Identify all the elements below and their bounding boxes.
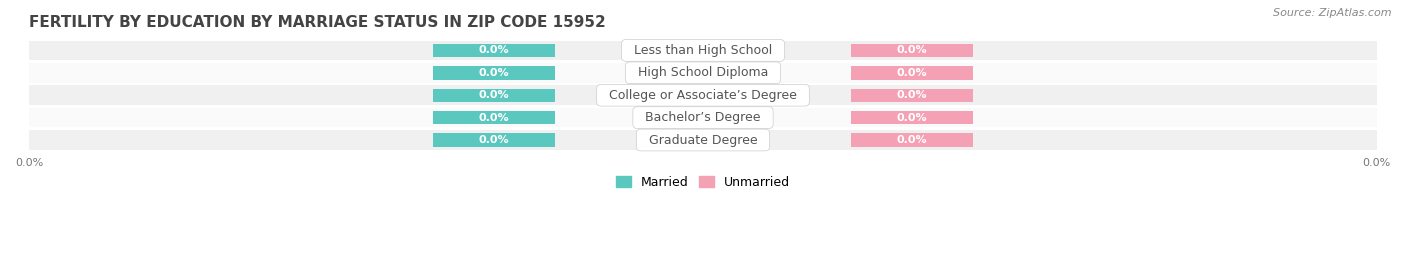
Text: Less than High School: Less than High School bbox=[626, 44, 780, 57]
Bar bbox=[433, 133, 555, 147]
Text: 0.0%: 0.0% bbox=[897, 135, 927, 145]
Text: 0.0%: 0.0% bbox=[479, 45, 509, 55]
Text: 0.0%: 0.0% bbox=[897, 90, 927, 100]
Text: 0.0%: 0.0% bbox=[479, 90, 509, 100]
Bar bbox=[851, 133, 973, 147]
Text: 0.0%: 0.0% bbox=[479, 113, 509, 123]
Bar bbox=[851, 66, 973, 80]
Text: 0.0%: 0.0% bbox=[479, 135, 509, 145]
Bar bbox=[30, 108, 1376, 127]
Bar bbox=[30, 130, 1376, 150]
Bar bbox=[30, 63, 1376, 83]
Text: 0.0%: 0.0% bbox=[897, 45, 927, 55]
Text: College or Associate’s Degree: College or Associate’s Degree bbox=[600, 89, 806, 102]
Bar bbox=[433, 66, 555, 80]
Bar bbox=[433, 111, 555, 124]
Bar bbox=[30, 85, 1376, 105]
Bar bbox=[851, 89, 973, 102]
Text: High School Diploma: High School Diploma bbox=[630, 66, 776, 79]
Bar bbox=[433, 89, 555, 102]
Text: 0.0%: 0.0% bbox=[897, 68, 927, 78]
Legend: Married, Unmarried: Married, Unmarried bbox=[612, 171, 794, 194]
Bar bbox=[851, 44, 973, 57]
Bar bbox=[851, 111, 973, 124]
Text: FERTILITY BY EDUCATION BY MARRIAGE STATUS IN ZIP CODE 15952: FERTILITY BY EDUCATION BY MARRIAGE STATU… bbox=[30, 15, 606, 30]
Text: 0.0%: 0.0% bbox=[479, 68, 509, 78]
Text: Source: ZipAtlas.com: Source: ZipAtlas.com bbox=[1274, 8, 1392, 18]
Text: 0.0%: 0.0% bbox=[897, 113, 927, 123]
Text: Graduate Degree: Graduate Degree bbox=[641, 133, 765, 147]
Text: Bachelor’s Degree: Bachelor’s Degree bbox=[637, 111, 769, 124]
Bar bbox=[30, 40, 1376, 60]
Bar bbox=[433, 44, 555, 57]
